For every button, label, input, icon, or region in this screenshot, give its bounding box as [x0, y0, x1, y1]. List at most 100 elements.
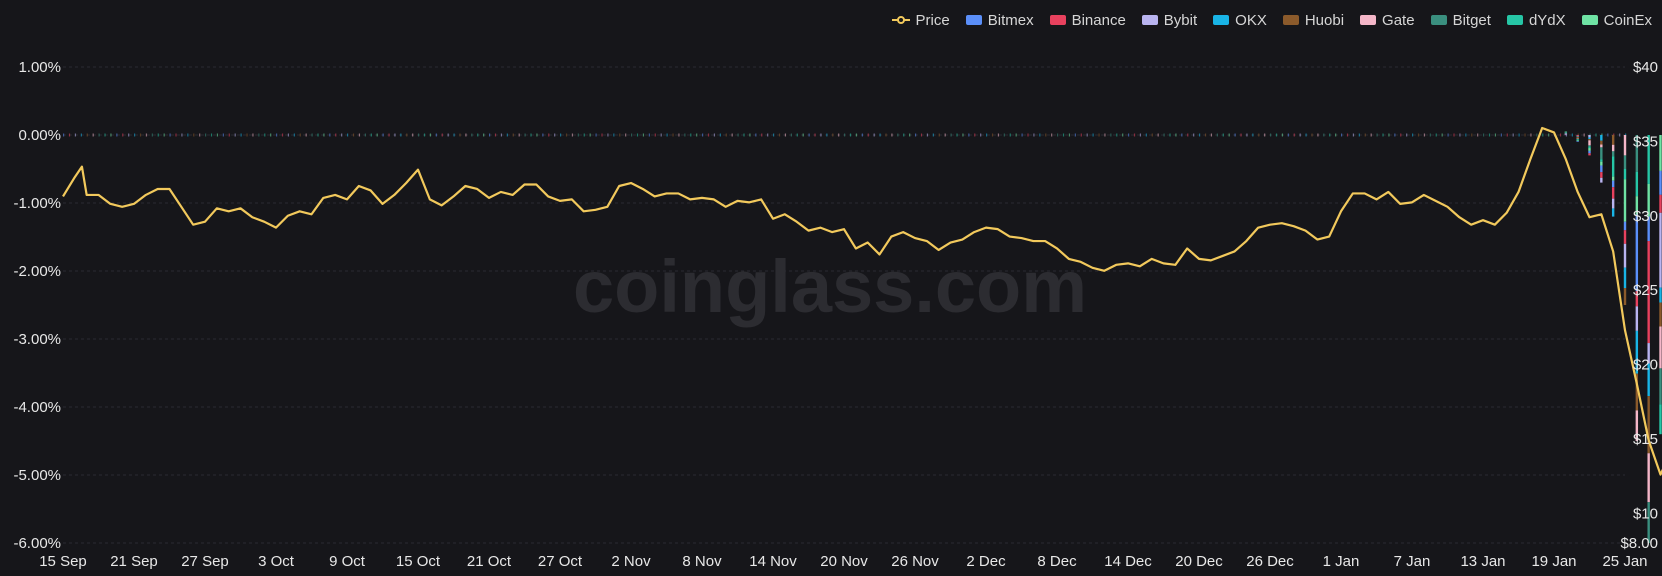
funding-bar-baseline: [542, 133, 544, 137]
funding-bar-baseline: [1187, 133, 1189, 137]
funding-bar: [1564, 134, 1568, 135]
funding-bar-baseline: [1228, 133, 1230, 137]
funding-bar-baseline: [110, 133, 112, 137]
funding-bar-baseline: [1051, 133, 1053, 137]
funding-bar-baseline: [1234, 133, 1236, 137]
funding-bar-baseline: [1607, 133, 1609, 137]
funding-bar-baseline: [1163, 133, 1165, 137]
funding-bar-baseline: [867, 133, 869, 137]
y-left-tick-label: -3.00%: [13, 331, 61, 348]
funding-bar-baseline: [1068, 133, 1071, 137]
funding-bar-baseline: [335, 133, 337, 137]
funding-bar: [1611, 144, 1615, 152]
funding-bar-baseline: [595, 133, 597, 137]
x-tick-label: 7 Jan: [1394, 553, 1431, 570]
funding-bar-baseline: [1559, 133, 1562, 137]
funding-bar: [1611, 176, 1615, 181]
funding-bar: [1611, 180, 1615, 188]
funding-bar-baseline: [607, 133, 609, 137]
legend-item-coinex[interactable]: CoinEx: [1581, 11, 1652, 29]
y-left-tick-label: -4.00%: [13, 399, 61, 416]
funding-bar-baseline: [270, 133, 272, 137]
funding-bar-baseline: [429, 133, 432, 137]
x-tick-label: 27 Sep: [181, 553, 229, 570]
funding-bar-baseline: [341, 133, 343, 137]
funding-bar-baseline: [583, 133, 585, 137]
funding-bar-baseline: [1169, 133, 1171, 137]
x-tick-label: 13 Jan: [1460, 553, 1505, 570]
funding-bar-baseline: [1045, 133, 1047, 137]
funding-bar-baseline: [844, 133, 846, 137]
funding-bar-baseline: [613, 133, 615, 137]
funding-bar-baseline: [98, 133, 100, 137]
legend-item-dydx[interactable]: dYdX: [1506, 12, 1566, 29]
funding-bar-baseline: [1287, 133, 1289, 137]
funding-bar-baseline: [258, 133, 260, 137]
funding-bar-baseline: [920, 133, 923, 137]
funding-bar-baseline: [1423, 133, 1426, 137]
funding-bar-baseline: [1500, 133, 1502, 137]
legend-item-bitget[interactable]: Bitget: [1430, 12, 1491, 29]
funding-bar-baseline: [560, 133, 562, 137]
funding-bar-baseline: [962, 133, 964, 137]
legend-item-binance[interactable]: Binance: [1049, 12, 1126, 29]
legend-item-huobi[interactable]: Huobi: [1282, 12, 1344, 29]
funding-bar: [1564, 131, 1568, 133]
funding-bar-baseline: [1571, 133, 1573, 137]
funding-bar: [1588, 145, 1591, 147]
funding-bar: [1576, 136, 1579, 139]
funding-bar-baseline: [293, 133, 295, 137]
funding-bar-baseline: [175, 133, 177, 137]
y-right-tick-label: $15: [1633, 431, 1658, 448]
legend-item-okx[interactable]: OKX: [1213, 12, 1267, 29]
x-axis-ticks: 15 Sep 21 Sep 27 Sep 3 Oct 9 Oct 15 Oct 21 Oct…: [39, 553, 1647, 570]
funding-bar-baseline: [956, 133, 958, 137]
funding-bar-baseline: [1305, 133, 1307, 137]
legend-item-bybit[interactable]: Bybit: [1141, 12, 1197, 29]
funding-bar-baseline: [1323, 133, 1325, 137]
legend-item-bitmex[interactable]: Bitmex: [965, 12, 1034, 29]
funding-bar-baseline: [199, 133, 201, 137]
legend-item-price[interactable]: Price: [891, 12, 950, 29]
legend-swatch: [1360, 15, 1377, 25]
funding-bar-baseline: [554, 133, 556, 137]
legend-swatch: [1581, 15, 1598, 25]
funding-bar-baseline: [358, 133, 361, 137]
funding-bar-baseline: [483, 133, 485, 137]
funding-bar: [1659, 212, 1662, 288]
funding-bar-baseline: [228, 133, 230, 137]
funding-bar-baseline: [518, 133, 520, 137]
funding-bar-baseline: [86, 133, 88, 137]
funding-bar: [1611, 151, 1615, 157]
funding-bar-baseline: [767, 133, 769, 137]
funding-bar: [1647, 363, 1650, 397]
funding-bar-baseline: [1346, 133, 1349, 137]
funding-bar-baseline: [494, 133, 497, 137]
funding-bar-baseline: [749, 133, 751, 137]
funding-bar-baseline: [1116, 133, 1118, 137]
x-tick-label: 1 Jan: [1323, 553, 1360, 570]
funding-bar-baseline: [1583, 133, 1585, 137]
funding-bar-baseline: [814, 133, 816, 137]
legend-label: CoinEx: [1603, 11, 1652, 29]
legend-swatch: [1049, 15, 1066, 25]
x-tick-label: 14 Nov: [749, 553, 797, 570]
funding-bar-baseline: [873, 133, 875, 137]
funding-bar-baseline: [672, 133, 674, 137]
funding-bar-baseline: [796, 133, 798, 137]
funding-bar-baseline: [1311, 133, 1313, 137]
funding-bar-baseline: [773, 133, 775, 137]
funding-bar-baseline: [1222, 133, 1224, 137]
funding-bar-baseline: [74, 133, 77, 137]
x-tick-label: 20 Nov: [820, 553, 868, 570]
funding-bar-baseline: [1370, 133, 1372, 137]
y-right-tick-label: $25: [1633, 282, 1658, 299]
funding-bar-baseline: [1258, 133, 1260, 137]
legend-item-gate[interactable]: Gate: [1360, 12, 1415, 29]
funding-bar-baseline: [625, 133, 627, 137]
funding-bar: [1611, 208, 1615, 217]
legend-swatch: [891, 16, 910, 24]
funding-bar-baseline: [879, 133, 881, 137]
funding-bar-baseline: [116, 133, 118, 137]
funding-bar-baseline: [1483, 133, 1485, 137]
